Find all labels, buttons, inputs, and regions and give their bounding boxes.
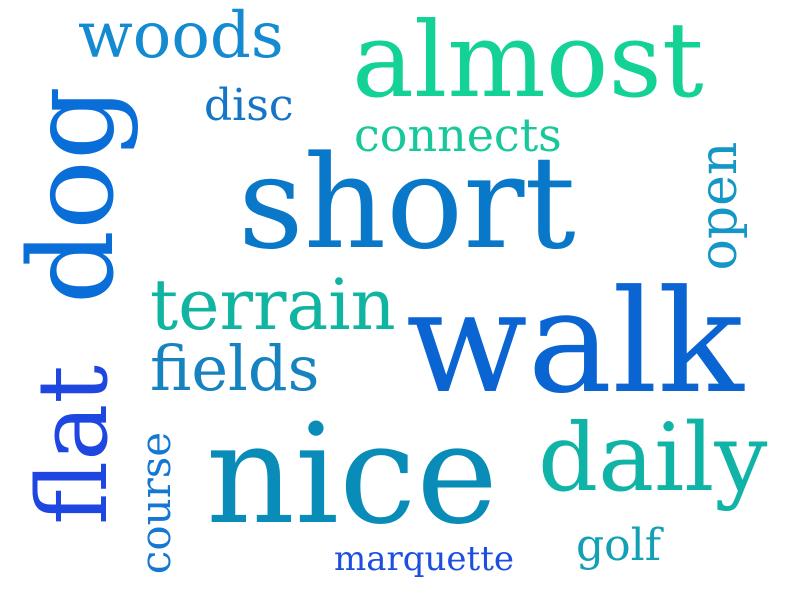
- word-short: short: [238, 129, 576, 278]
- word-almost: almost: [352, 0, 704, 121]
- word-dog: dog: [5, 85, 140, 305]
- word-daily: daily: [538, 404, 768, 513]
- word-woods: woods: [78, 0, 284, 73]
- word-walk: walk: [406, 260, 744, 425]
- word-open: open: [689, 141, 749, 271]
- word-nice: nice: [206, 394, 498, 555]
- word-golf: golf: [576, 520, 662, 571]
- word-disc: disc: [204, 80, 294, 131]
- word-terrain: terrain: [150, 264, 396, 346]
- word-marquette: marquette: [334, 539, 514, 579]
- word-flat: flat: [17, 365, 129, 525]
- word-course: course: [131, 431, 180, 575]
- word-connects: connects: [354, 108, 562, 162]
- word-fields: fields: [150, 332, 320, 405]
